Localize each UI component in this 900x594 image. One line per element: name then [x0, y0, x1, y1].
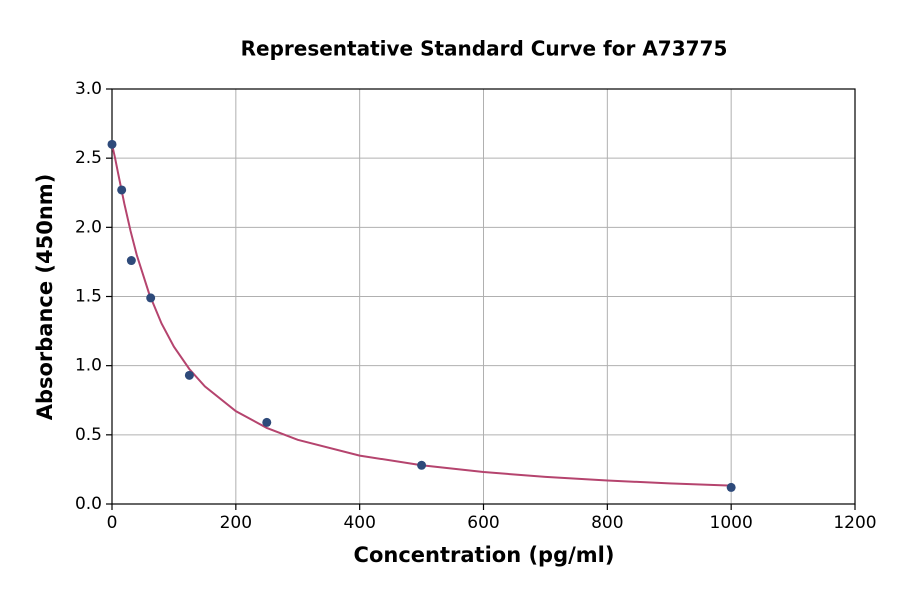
y-tick-label: 2.5	[75, 148, 102, 168]
data-point	[146, 293, 156, 303]
fit-curve	[111, 144, 732, 487]
data-point	[117, 185, 127, 195]
y-tick-label: 1.0	[75, 356, 102, 376]
data-point	[262, 417, 272, 427]
x-axis-title: Concentration (pg/ml)	[354, 543, 615, 567]
y-tick-label: 3.0	[75, 79, 102, 99]
data-point	[417, 460, 427, 470]
x-tick-label: 800	[591, 513, 623, 533]
y-tick-label: 0.0	[75, 494, 102, 514]
x-tick-label: 0	[107, 513, 118, 533]
x-tick-label: 600	[467, 513, 499, 533]
data-point	[184, 370, 194, 380]
y-tick-label: 2.0	[75, 217, 102, 237]
plot-frame	[111, 88, 856, 505]
y-tick-label: 1.5	[75, 287, 102, 307]
data-point	[726, 482, 736, 492]
y-axis-title: Absorbance (450nm)	[33, 174, 57, 421]
x-tick-label: 200	[220, 513, 252, 533]
chart-title: Representative Standard Curve for A73775	[241, 37, 728, 61]
x-tick-label: 1200	[833, 513, 876, 533]
x-tick-label: 1000	[710, 513, 753, 533]
y-tick-label: 0.5	[75, 425, 102, 445]
data-point	[107, 139, 117, 149]
x-tick-label: 400	[343, 513, 375, 533]
data-point	[126, 256, 136, 266]
